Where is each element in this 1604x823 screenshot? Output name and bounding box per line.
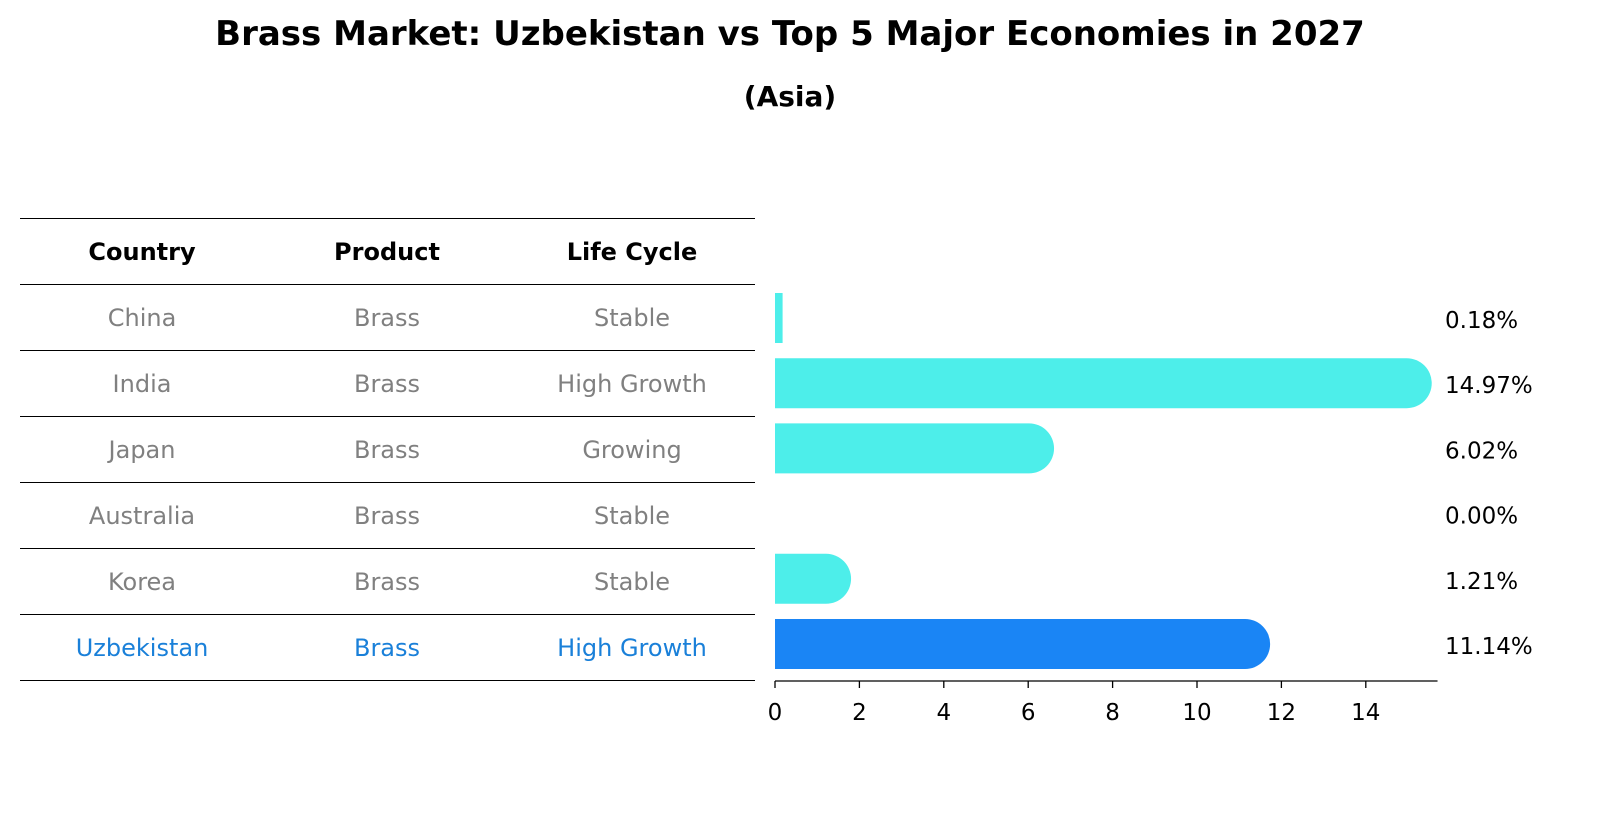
table-row-highlight: Uzbekistan Brass High Growth xyxy=(20,614,755,681)
x-tick-label: 2 xyxy=(852,700,867,726)
country-cell: Japan xyxy=(108,435,176,464)
bar-value-label: 14.97% xyxy=(1445,373,1533,399)
header-product: Product xyxy=(334,237,440,266)
bar-china xyxy=(775,293,783,343)
bar-japan xyxy=(775,423,1055,474)
x-tick-label: 4 xyxy=(936,700,951,726)
product-cell: Brass xyxy=(353,369,421,398)
country-cell: India xyxy=(112,369,172,398)
x-tick-label: 12 xyxy=(1267,700,1296,726)
table-row: Australia Brass Stable xyxy=(20,482,755,548)
country-cell: China xyxy=(107,303,177,332)
bar-india xyxy=(775,358,1432,409)
bar-value-label: 11.14% xyxy=(1445,634,1533,660)
bar-value-label: 6.02% xyxy=(1445,438,1518,464)
header-life-cycle: Life Cycle xyxy=(566,237,698,266)
bar-value-label: 0.00% xyxy=(1445,504,1518,530)
chart-subtitle: (Asia) xyxy=(743,80,837,113)
product-cell: Brass xyxy=(353,633,421,662)
product-cell: Brass xyxy=(353,435,421,464)
life-cycle-cell: Stable xyxy=(593,303,671,332)
table-row: Japan Brass Growing xyxy=(20,416,755,482)
bar-value-label: 1.21% xyxy=(1445,569,1518,595)
x-tick-label: 0 xyxy=(768,700,783,726)
life-cycle-cell: High Growth xyxy=(557,369,707,398)
life-cycle-cell: High Growth xyxy=(557,633,707,662)
country-table: Country Product Life Cycle China Brass S… xyxy=(20,218,755,681)
bar-value-label: 0.18% xyxy=(1445,308,1518,334)
x-tick-label: 14 xyxy=(1351,700,1380,726)
country-cell: Korea xyxy=(107,567,177,596)
table-header-row: Country Product Life Cycle xyxy=(20,218,755,284)
product-cell: Brass xyxy=(353,501,421,530)
life-cycle-cell: Stable xyxy=(593,501,671,530)
life-cycle-cell: Growing xyxy=(582,435,682,464)
table-row: India Brass High Growth xyxy=(20,350,755,416)
table-row: Korea Brass Stable xyxy=(20,548,755,614)
country-cell: Australia xyxy=(88,501,196,530)
product-cell: Brass xyxy=(353,567,421,596)
chart-title: Brass Market: Uzbekistan vs Top 5 Major … xyxy=(215,14,1365,54)
table-row: China Brass Stable xyxy=(20,284,755,350)
x-tick-label: 8 xyxy=(1105,700,1120,726)
life-cycle-cell: Stable xyxy=(593,567,671,596)
header-country: Country xyxy=(88,237,196,266)
x-tick-label: 6 xyxy=(1021,700,1036,726)
x-tick-label: 10 xyxy=(1182,700,1211,726)
bar-korea xyxy=(775,553,852,604)
country-cell: Uzbekistan xyxy=(75,633,209,662)
bar-uzbekistan xyxy=(775,619,1271,669)
product-cell: Brass xyxy=(353,303,421,332)
